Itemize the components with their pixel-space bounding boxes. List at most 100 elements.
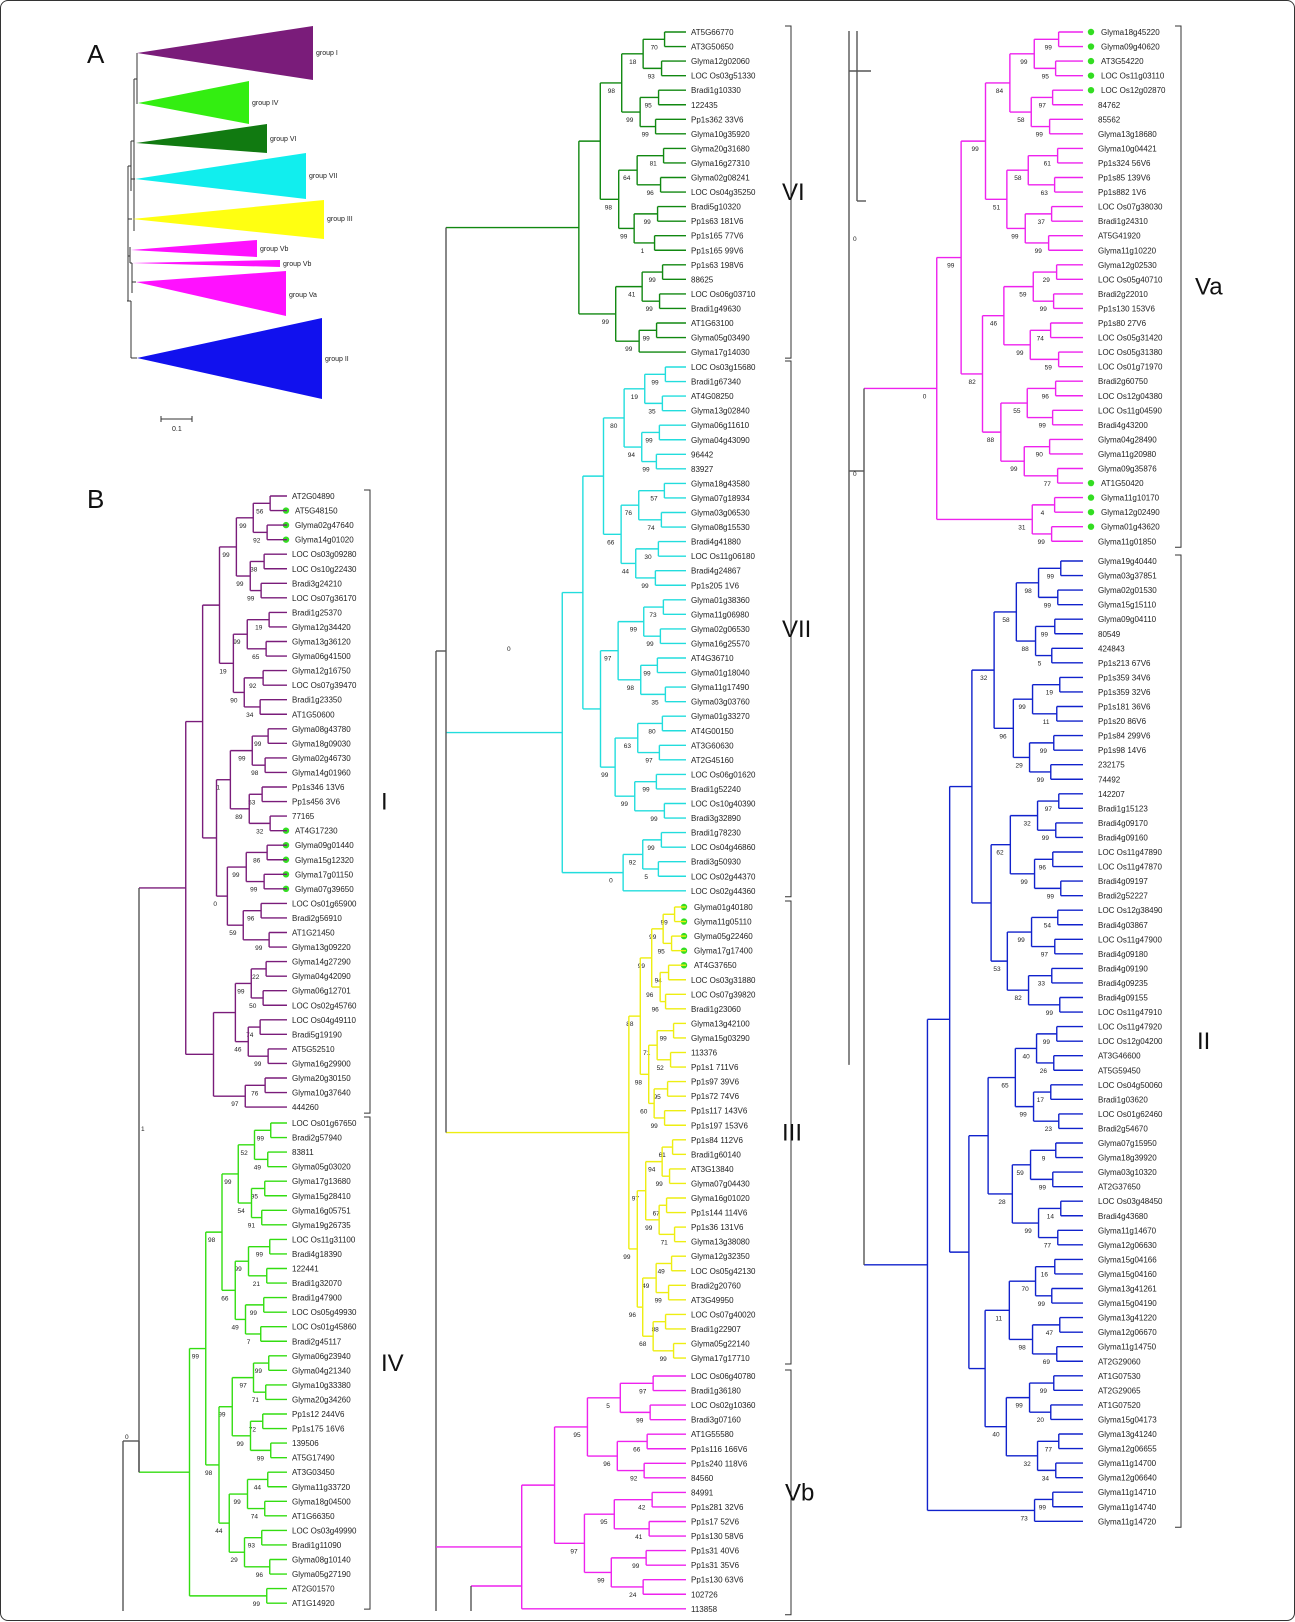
leaf-label: 84762	[1098, 101, 1121, 110]
bootstrap-value: 5	[1038, 661, 1042, 668]
bootstrap-value: 99	[1019, 704, 1027, 711]
bootstrap-value: 80	[648, 728, 656, 735]
green-marker	[1087, 87, 1095, 94]
bootstrap-value: 99	[235, 1266, 243, 1273]
group-vb2-label: group Vb	[283, 261, 312, 268]
bootstrap-value: 41	[635, 1534, 643, 1541]
bootstrap-value: 99	[1020, 59, 1028, 66]
bootstrap-value: 99	[620, 233, 628, 240]
leaf-label: Glyma12g32350	[691, 1252, 750, 1261]
leaf-label: LOC Os04g50060	[1098, 1081, 1163, 1090]
bootstrap-value: 29	[1016, 762, 1024, 769]
bootstrap-value: 94	[628, 452, 636, 459]
bootstrap-value: 14	[1047, 1213, 1055, 1220]
bootstrap-value: 76	[251, 1090, 259, 1097]
bootstrap-value: 52	[657, 1065, 665, 1072]
bootstrap-value: 99	[1039, 423, 1047, 430]
clade-label: I	[381, 789, 388, 816]
bootstrap-value: 99	[255, 945, 263, 952]
bootstrap-value: 35	[651, 699, 659, 706]
leaf-label: AT1G07520	[1098, 1401, 1141, 1410]
leaf-label: Glyma12g02490	[1101, 508, 1160, 517]
leaf-label: AT3G49950	[691, 1296, 734, 1305]
leaf-label: AT1G66350	[292, 1512, 335, 1521]
bootstrap-value: 96	[1039, 864, 1047, 871]
leaf-label: Glyma06g11610	[691, 421, 750, 430]
leaf-label: Glyma01g18040	[691, 669, 750, 678]
leaf-label: Glyma12g06655	[1098, 1445, 1157, 1454]
bootstrap-value: 99	[224, 1179, 232, 1186]
clade-bracket	[364, 1116, 371, 1610]
leaf-label: AT2G01570	[292, 1585, 335, 1594]
bootstrap-value: 99	[1047, 573, 1055, 580]
leaf-label: Glyma18g39920	[1098, 1154, 1157, 1163]
bootstrap-value: 99	[234, 1499, 242, 1506]
leaf-label: Glyma17g14030	[691, 348, 750, 357]
leaf-label: Bradi4g09170	[1098, 819, 1148, 828]
leaf-label: Glyma20g34260	[292, 1395, 351, 1404]
leaf-label: Bradi2g20760	[691, 1281, 741, 1290]
leaf-label: Pp1s130 153V6	[1098, 304, 1155, 313]
leaf-label: 80549	[1098, 630, 1121, 639]
green-marker	[1087, 523, 1095, 530]
leaf-label: Glyma12g02530	[1098, 261, 1157, 270]
group-i-wedge	[137, 26, 313, 80]
bootstrap-value: 96	[652, 1007, 660, 1014]
bootstrap-value: 97	[604, 656, 612, 663]
panel-a-collapsed-tree: group I group IV group VI group VII grou…	[127, 26, 353, 433]
leaf-label: Glyma19g26735	[292, 1221, 351, 1230]
leaf-label: Glyma08g15530	[691, 523, 750, 532]
leaf-label: LOC Os06g40780	[691, 1372, 756, 1381]
bootstrap-value: 99	[218, 1412, 226, 1419]
bootstrap-value: 97	[231, 1101, 239, 1108]
leaf-label: Pp1s130 58V6	[691, 1532, 744, 1541]
leaf-label: LOC Os07g39820	[691, 990, 756, 999]
bootstrap-value: 99	[642, 132, 650, 139]
bootstrap-value: 99	[237, 988, 245, 995]
bootstrap-value: 98	[1025, 588, 1033, 595]
bootstrap-value: 55	[1013, 408, 1021, 415]
bootstrap-value: 99	[655, 1298, 663, 1305]
leaf-label: LOC Os01g62460	[1098, 1110, 1163, 1119]
leaf-label: Bradi1g52240	[691, 785, 741, 794]
leaf-label: 74492	[1098, 775, 1121, 784]
panel-b-full-tree: AT2G04890 AT5G48150 Glyma02g47640 Glyma14g0…	[122, 25, 1223, 1616]
bootstrap-value: 98	[627, 685, 635, 692]
leaf-label: Bradi4g09235	[1098, 979, 1148, 988]
bootstrap-value: 38	[250, 566, 258, 573]
leaf-label: Glyma07g39650	[295, 885, 354, 894]
leaf-label: Bradi4g03867	[1098, 921, 1148, 930]
bootstrap-value: 74	[647, 525, 655, 532]
bootstrap-value: 99	[232, 872, 240, 879]
bootstrap-value: 65	[1001, 1083, 1009, 1090]
bootstrap-value: 77	[1045, 1446, 1053, 1453]
leaf-label: Glyma05g22140	[691, 1340, 750, 1349]
bootstrap-value: 54	[238, 1208, 246, 1215]
bootstrap-value: 58	[1002, 617, 1010, 624]
leaf-label: 83811	[292, 1148, 314, 1157]
bootstrap-value: 54	[1044, 922, 1052, 929]
leaf-label: Bradi1g32070	[292, 1279, 342, 1288]
bootstrap-value: 88	[987, 437, 995, 444]
bootstrap-value: 92	[253, 537, 261, 544]
leaf-label: Pp1s324 56V6	[1098, 159, 1151, 168]
leaf-label: LOC Os04g35250	[691, 188, 756, 197]
bootstrap-value: 98	[635, 1079, 643, 1086]
leaf-label: AT5G17490	[292, 1454, 335, 1463]
leaf-label: LOC Os10g40390	[691, 800, 756, 809]
bootstrap-value: 0	[853, 236, 857, 243]
bootstrap-value: 63	[1041, 190, 1049, 197]
leaf-label: LOC Os03g09280	[292, 550, 357, 559]
bootstrap-value: 95	[1042, 73, 1050, 80]
leaf-label: Bradi3g07160	[691, 1416, 741, 1425]
leaf-label: LOC Os07g39470	[292, 681, 357, 690]
leaf-label: AT2G37650	[1098, 1183, 1141, 1192]
clade-label: Va	[1195, 274, 1223, 301]
bootstrap-value: 59	[1019, 292, 1027, 299]
bootstrap-value: 96	[647, 190, 655, 197]
leaf-label: AT4G08250	[691, 392, 734, 401]
bootstrap-value: 82	[969, 379, 977, 386]
leaf-label: Bradi4g41880	[691, 538, 741, 547]
bootstrap-value: 95	[251, 1193, 259, 1200]
leaf-label: Pp1s63 181V6	[691, 217, 744, 226]
